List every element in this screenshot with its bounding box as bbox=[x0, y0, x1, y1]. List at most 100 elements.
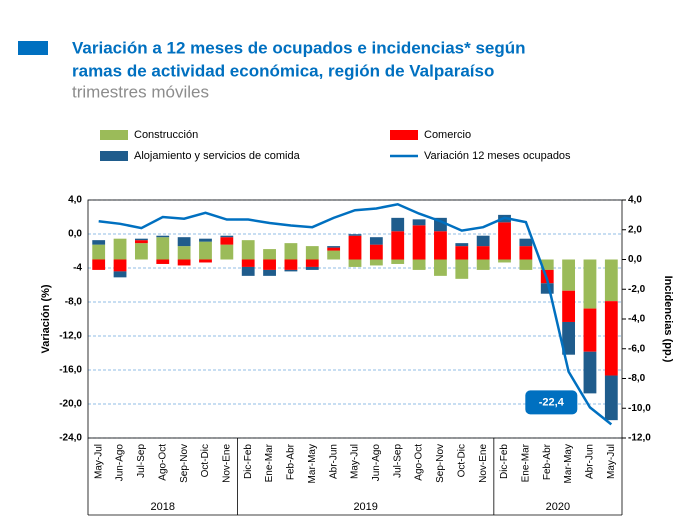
bar bbox=[92, 259, 106, 270]
x-tick-label: May-Jul bbox=[93, 444, 104, 479]
bar bbox=[498, 222, 511, 260]
bar bbox=[455, 246, 469, 260]
bar bbox=[562, 321, 576, 355]
legend-label: Comercio bbox=[424, 129, 471, 141]
y2-tick-label: -2,0 bbox=[628, 284, 646, 295]
y2-tick-label: -10,0 bbox=[628, 403, 651, 414]
y2-tick-label: 0,0 bbox=[628, 254, 642, 265]
bar bbox=[476, 259, 490, 270]
bar bbox=[156, 237, 170, 260]
x-tick-label: Oct-Dic bbox=[200, 444, 211, 477]
bar bbox=[583, 351, 597, 394]
bar bbox=[327, 247, 341, 251]
bar bbox=[412, 219, 426, 226]
bar bbox=[562, 290, 576, 322]
chart-title: Variación a 12 meses de ocupados e incid… bbox=[72, 38, 526, 57]
x-tick-label: Oct-Dic bbox=[456, 444, 467, 477]
bar bbox=[263, 269, 276, 276]
bar bbox=[327, 246, 341, 248]
x-tick-label: Sep-Nov bbox=[179, 444, 190, 483]
bar bbox=[391, 231, 405, 260]
x-tick-label: Abr-Jun bbox=[328, 444, 339, 479]
x-tick-label: Jun-Ago bbox=[115, 444, 126, 482]
x-tick-label: Dic-Feb bbox=[243, 444, 254, 479]
bar bbox=[498, 259, 511, 263]
bar bbox=[241, 259, 255, 267]
bar bbox=[455, 243, 469, 247]
bar bbox=[519, 259, 533, 270]
y-tick-label: -16,0 bbox=[59, 365, 82, 376]
bar bbox=[156, 259, 170, 264]
y2-tick-label: -4,0 bbox=[628, 314, 646, 325]
bar bbox=[284, 243, 298, 260]
y-tick-label: -24,0 bbox=[59, 433, 82, 444]
bar bbox=[519, 238, 533, 247]
bar bbox=[134, 238, 148, 241]
y-tick-label: -8,0 bbox=[65, 297, 83, 308]
bar bbox=[369, 237, 383, 245]
chart-title: ramas de actividad económica, región de … bbox=[72, 61, 494, 80]
group-label: 2019 bbox=[353, 501, 377, 513]
bar bbox=[391, 217, 405, 232]
x-tick-label: Ago-Oct bbox=[157, 444, 168, 481]
x-tick-label: Jul-Sep bbox=[392, 444, 403, 478]
y2-tick-label: -12,0 bbox=[628, 433, 651, 444]
x-tick-label: Nov-Ene bbox=[478, 444, 489, 483]
x-tick-label: Abr-Jun bbox=[585, 444, 596, 479]
bar bbox=[348, 259, 362, 267]
legend-swatch bbox=[100, 151, 128, 161]
y-tick-label: -12,0 bbox=[59, 331, 82, 342]
bar bbox=[134, 240, 148, 244]
bar bbox=[220, 237, 234, 245]
plot-frame bbox=[87, 199, 623, 439]
x-tick-label: May-Jul bbox=[350, 444, 361, 479]
bar bbox=[604, 301, 618, 376]
y-tick-label: 4,0 bbox=[68, 195, 82, 206]
x-tick-label: Ene-Mar bbox=[521, 443, 532, 482]
legend-swatch bbox=[100, 130, 128, 140]
bar bbox=[476, 246, 490, 260]
line bbox=[98, 202, 613, 426]
x-tick-label: Jun-Ago bbox=[371, 444, 382, 482]
group-label: 2018 bbox=[151, 501, 175, 513]
bar bbox=[220, 244, 234, 260]
bar bbox=[113, 238, 127, 260]
bar bbox=[583, 308, 597, 352]
bar bbox=[305, 246, 319, 260]
y-tick-label: -20,0 bbox=[59, 399, 82, 410]
callout-box bbox=[525, 390, 578, 415]
bar bbox=[156, 235, 170, 238]
y-axis-label: Variación (%) bbox=[40, 284, 52, 353]
bar bbox=[348, 235, 362, 260]
y2-tick-label: 2,0 bbox=[628, 224, 642, 235]
y2-tick-label: 4,0 bbox=[628, 195, 642, 206]
bar bbox=[476, 235, 490, 247]
x-tick-label: Mar-May bbox=[307, 444, 318, 483]
x-tick-label: May-Jul bbox=[606, 444, 617, 479]
bar bbox=[540, 283, 554, 294]
bar bbox=[177, 259, 191, 266]
bar bbox=[583, 259, 597, 309]
x-tick-label: Ago-Oct bbox=[414, 444, 425, 481]
title-icon bbox=[18, 41, 48, 55]
bar bbox=[412, 225, 426, 260]
bar bbox=[199, 238, 212, 242]
y-tick-label: 0,0 bbox=[68, 229, 82, 240]
bar bbox=[562, 259, 576, 291]
bar bbox=[284, 259, 298, 270]
bar bbox=[92, 244, 106, 260]
bar bbox=[92, 240, 106, 245]
bar bbox=[604, 375, 618, 421]
x-tick-label: Nov-Ene bbox=[221, 444, 232, 483]
bar bbox=[434, 231, 447, 260]
bar bbox=[305, 266, 319, 270]
bar bbox=[177, 246, 191, 260]
x-tick-label: Jul-Sep bbox=[136, 444, 147, 478]
bar bbox=[305, 259, 319, 267]
bar bbox=[348, 234, 362, 236]
legend-label: Variación 12 meses ocupados bbox=[424, 150, 571, 162]
x-tick-label: Feb-Abr bbox=[542, 443, 553, 480]
x-tick-label: Sep-Nov bbox=[435, 444, 446, 483]
y2-tick-label: -8,0 bbox=[628, 373, 646, 384]
